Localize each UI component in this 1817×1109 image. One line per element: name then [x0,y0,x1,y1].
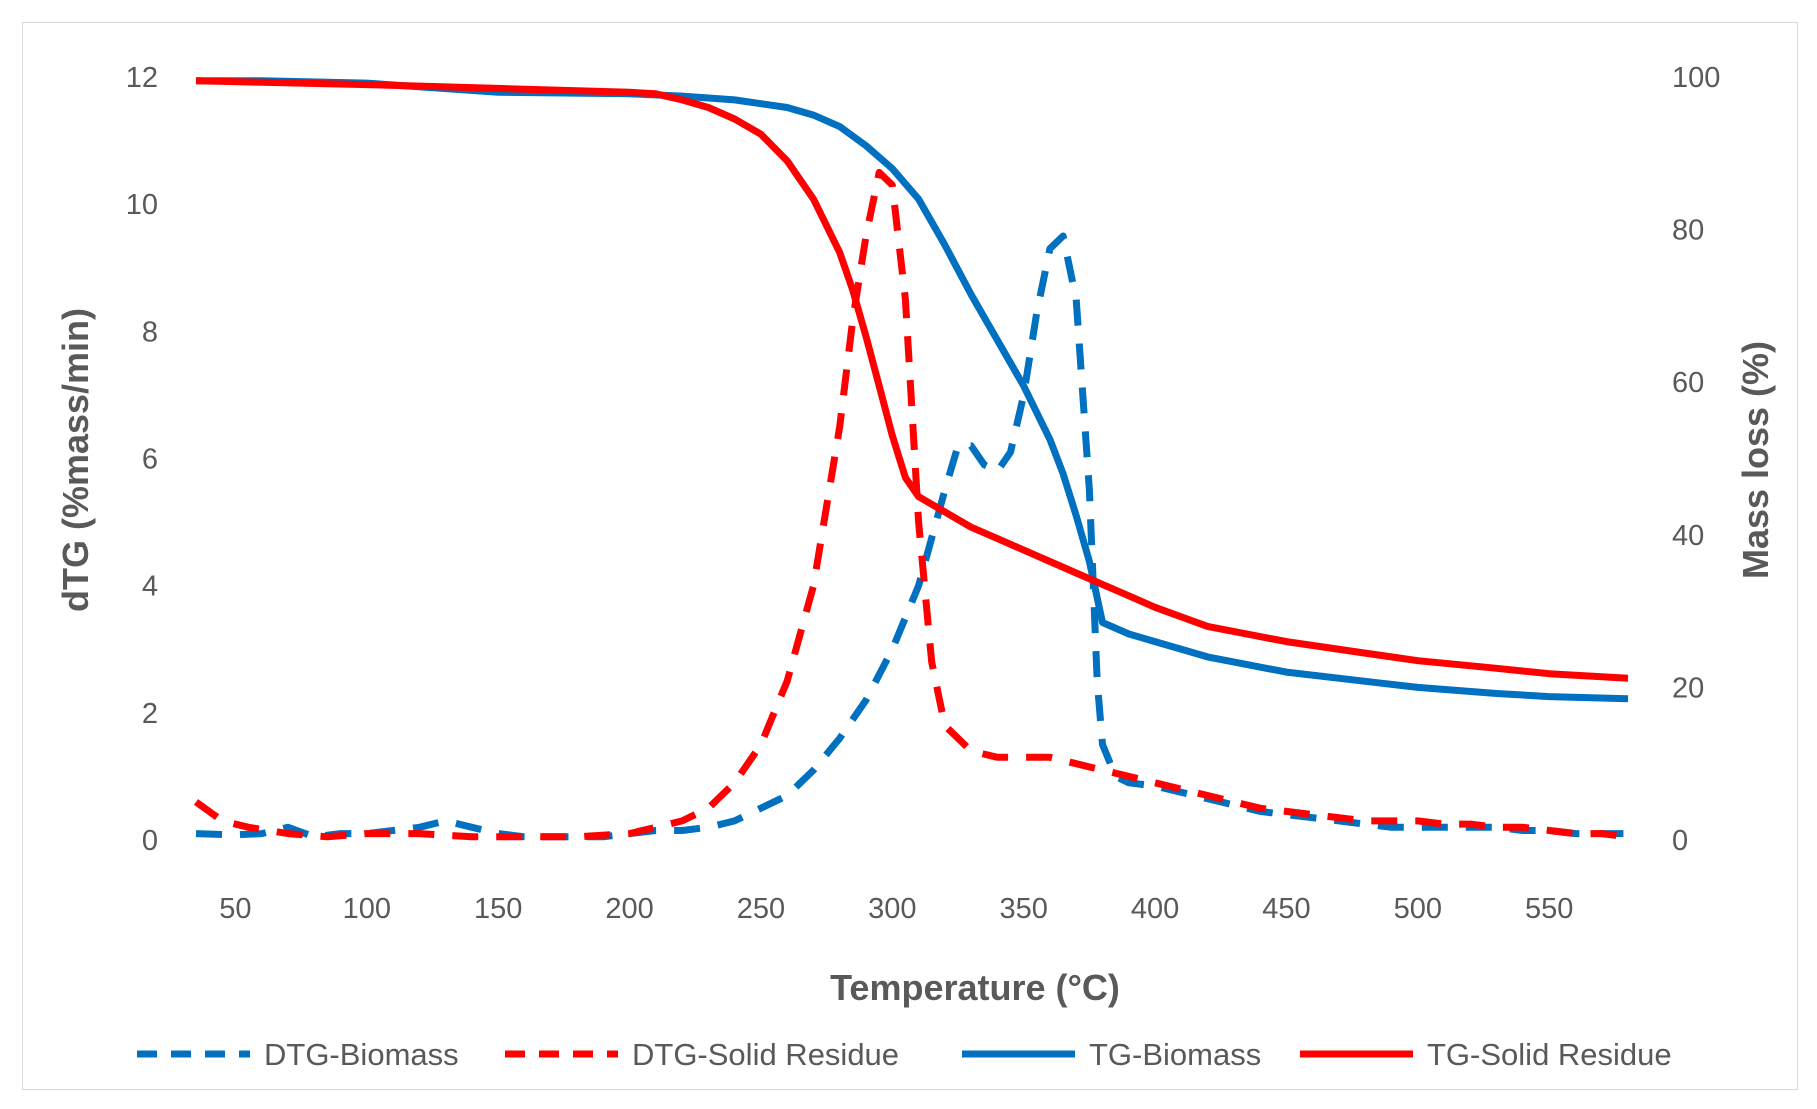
y-right-tick-label: 40 [1672,520,1704,552]
y-right-tick-label: 20 [1672,672,1704,704]
x-axis-title: Temperature (°C) [830,967,1120,1008]
legend-label-tg-biomass: TG-Biomass [1089,1037,1261,1072]
series-line-dtg-biomass [195,232,1628,841]
chart-frame [22,22,1798,1090]
x-tick-label: 500 [1394,893,1442,925]
y-left-tick-label: 8 [142,316,158,348]
legend-label-tg-solid-residue: TG-Solid Residue [1427,1037,1672,1072]
y-left-tick-label: 0 [142,825,158,857]
y-right-tick-labels: 0 20 40 60 80 100 [1672,62,1720,857]
x-tick-label: 150 [474,893,522,925]
x-tick-label: 350 [999,893,1047,925]
series-line-tg-biomass [196,77,1629,703]
legend: DTG-Biomass DTG-Solid Residue TG-Biomass… [137,1037,1672,1072]
x-tick-label: 250 [737,893,785,925]
series-line-tg-solid-residue [195,77,1629,682]
x-tick-label: 100 [343,893,391,925]
y-right-tick-label: 80 [1672,215,1704,247]
x-tick-label: 550 [1525,893,1573,925]
y-left-tick-labels: 0 2 4 6 8 10 12 [126,62,158,857]
x-tick-labels: 50 100 150 200 250 300 350 400 450 500 5… [219,893,1573,925]
y-right-tick-label: 100 [1672,62,1720,94]
y-left-tick-label: 4 [142,571,158,603]
series-layer [193,77,1629,841]
y-right-tick-label: 0 [1672,825,1688,857]
x-tick-label: 300 [868,893,916,925]
y-right-tick-label: 60 [1672,367,1704,399]
y-left-tick-label: 12 [126,62,158,94]
x-tick-label: 50 [219,893,251,925]
x-tick-label: 400 [1131,893,1179,925]
x-tick-label: 450 [1262,893,1310,925]
y-left-axis-title: dTG (%mass/min) [55,308,96,612]
y-left-tick-label: 10 [126,189,158,221]
series-line-dtg-solid-residue [193,168,1629,841]
y-left-tick-label: 2 [142,698,158,730]
legend-label-dtg-solid-residue: DTG-Solid Residue [632,1037,899,1072]
x-tick-label: 200 [605,893,653,925]
y-right-axis-title: Mass loss (%) [1735,341,1776,579]
legend-label-dtg-biomass: DTG-Biomass [264,1037,459,1072]
y-left-tick-label: 6 [142,444,158,476]
